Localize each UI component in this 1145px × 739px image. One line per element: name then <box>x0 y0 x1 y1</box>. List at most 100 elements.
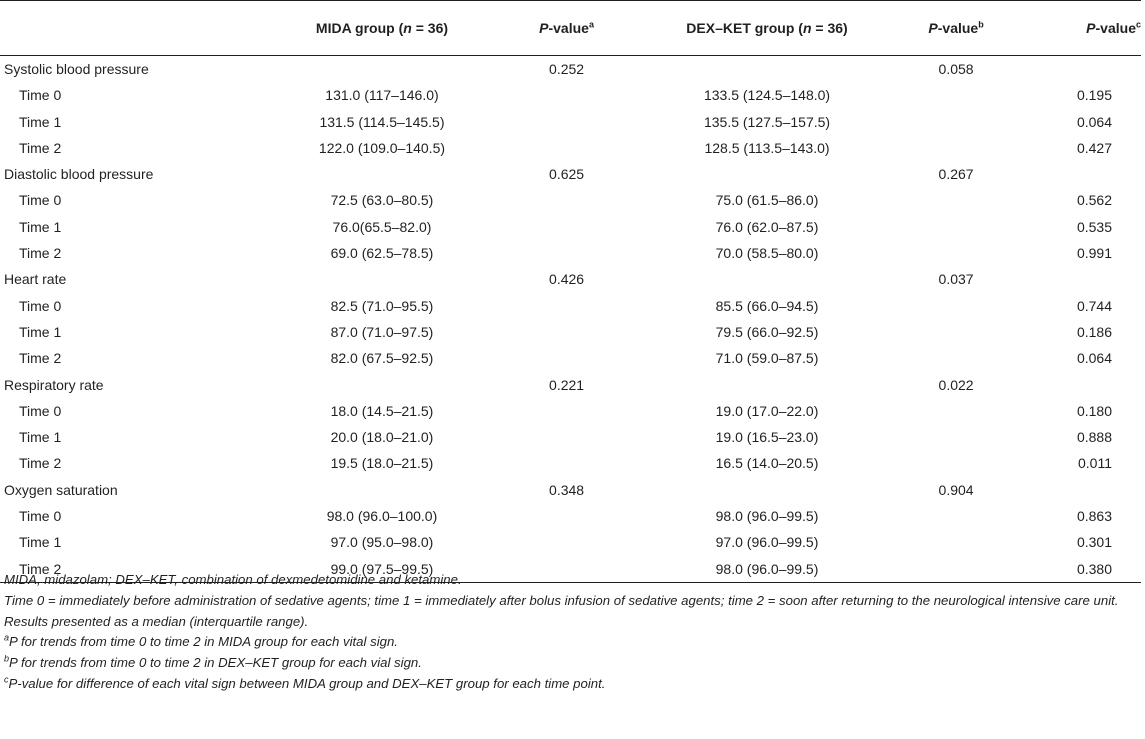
p-trend-dex-ket: 0.037 <box>938 271 974 288</box>
empty-cell <box>264 372 500 398</box>
table-group-row: Diastolic blood pressure 0.625 0.267 <box>0 161 1141 187</box>
mida-value: 18.0 (14.5–21.5) <box>330 402 434 419</box>
empty-cell <box>500 135 633 161</box>
vital-sign-name: Heart rate <box>4 271 67 288</box>
dex-ket-value: 76.0 (62.0–87.5) <box>715 218 819 235</box>
dex-ket-value: 98.0 (96.0–99.5) <box>715 508 819 525</box>
empty-cell <box>264 56 500 83</box>
empty-cell <box>1011 56 1141 83</box>
mida-value: 99.0 (97.5–99.5) <box>263 555 501 583</box>
empty-cell <box>633 266 901 292</box>
p-difference-value: 0.195 <box>1076 87 1112 104</box>
p-trend-dex-ket: 0.058 <box>938 61 974 77</box>
table-row: Time 0 82.5 (71.0–95.5) 85.5 (66.0–94.5) 0.… <box>0 293 1141 319</box>
empty-cell <box>264 266 500 292</box>
empty-cell <box>500 187 633 213</box>
table-row: Time 0 131.0 (117–146.0) 133.5 (124.5–148.… <box>0 82 1141 108</box>
header-empty <box>0 0 264 56</box>
empty-cell <box>901 109 1011 135</box>
table-row: Time 1 20.0 (18.0–21.0) 19.0 (16.5–23.0) 0.… <box>0 424 1141 450</box>
empty-cell <box>500 345 633 371</box>
header-p-value-b: P-valueb <box>901 0 1012 56</box>
empty-cell <box>1011 266 1141 292</box>
p-trend-mida: 0.252 <box>549 61 585 77</box>
vital-sign-name: Respiratory rate <box>4 376 104 393</box>
p-difference-value: 0.186 <box>1076 323 1112 340</box>
empty-cell <box>500 82 633 108</box>
empty-cell <box>1011 477 1141 503</box>
mida-value: 20.0 (18.0–21.0) <box>330 429 434 446</box>
vital-sign-name: Systolic blood pressure <box>4 61 149 77</box>
dex-ket-value: 19.0 (16.5–23.0) <box>715 429 819 446</box>
time-point-label: Time 2 <box>19 139 62 156</box>
time-point-label: Time 1 <box>19 534 62 551</box>
empty-cell <box>264 161 500 187</box>
footnote-a: aP for trends from time 0 to time 2 in M… <box>4 633 398 650</box>
table-header-row: MIDA group (n = 36) P-valuea DEX–KET gro… <box>0 0 1141 56</box>
vital-sign-name: Diastolic blood pressure <box>4 166 154 183</box>
time-point-label: Time 1 <box>19 218 62 235</box>
table-group-row: Respiratory rate 0.221 0.022 <box>0 372 1141 398</box>
dex-ket-value: 19.0 (17.0–22.0) <box>715 402 819 419</box>
p-difference-value: 0.991 <box>1076 245 1112 262</box>
table-row: Time 1 87.0 (71.0–97.5) 79.5 (66.0–92.5) 0.… <box>0 319 1141 345</box>
empty-cell <box>633 477 901 503</box>
empty-cell <box>500 424 633 450</box>
dex-ket-value: 135.5 (127.5–157.5) <box>703 113 831 130</box>
empty-cell <box>901 319 1011 345</box>
p-difference-value: 0.011 <box>1078 455 1112 472</box>
time-point-label: Time 2 <box>0 555 264 583</box>
p-trend-dex-ket: 0.022 <box>938 376 974 393</box>
empty-cell <box>500 555 633 583</box>
table-row: Time 2 69.0 (62.5–78.5) 70.0 (58.5–80.0) 0.… <box>0 240 1141 266</box>
empty-cell <box>901 555 1012 583</box>
time-point-label: Time 0 <box>19 297 62 314</box>
dex-ket-value: 16.5 (14.0–20.5) <box>715 455 819 472</box>
empty-cell <box>633 56 901 83</box>
table-row: Time 0 98.0 (96.0–100.0) 98.0 (96.0–99.5) 0… <box>0 503 1141 529</box>
mida-value: 82.5 (71.0–95.5) <box>330 297 434 314</box>
empty-cell <box>901 345 1011 371</box>
dex-ket-value: 97.0 (96.0–99.5) <box>715 534 819 551</box>
time-point-label: Time 0 <box>19 508 62 525</box>
header-mida-group: MIDA group (n = 36) <box>263 0 501 56</box>
empty-cell <box>1011 161 1141 187</box>
p-difference-value: 0.863 <box>1076 508 1112 525</box>
dex-ket-value: 71.0 (59.0–87.5) <box>715 350 819 367</box>
empty-cell <box>500 529 633 555</box>
empty-cell <box>901 398 1011 424</box>
p-difference-value: 0.180 <box>1076 402 1112 419</box>
mida-value: 131.5 (114.5–145.5) <box>319 113 445 130</box>
table-group-row: Oxygen saturation 0.348 0.904 <box>0 477 1141 503</box>
table-row: Time 1 131.5 (114.5–145.5) 135.5 (127.5–15… <box>0 109 1141 135</box>
time-point-label: Time 1 <box>19 429 62 446</box>
header-p-value-c: P-valuec <box>1011 0 1141 56</box>
time-point-label: Time 2 <box>19 455 62 472</box>
p-trend-mida: 0.625 <box>549 166 585 183</box>
mida-value: 87.0 (71.0–97.5) <box>330 323 434 340</box>
mida-value: 98.0 (96.0–100.0) <box>326 508 438 525</box>
dex-ket-value: 75.0 (61.5–86.0) <box>715 192 819 209</box>
empty-cell <box>901 529 1011 555</box>
empty-cell <box>500 214 633 240</box>
empty-cell <box>500 398 633 424</box>
table-row: Time 2 122.0 (109.0–140.5) 128.5 (113.5–14… <box>0 135 1141 161</box>
dex-ket-value: 98.0 (96.0–99.5) <box>632 555 902 583</box>
header-dex-ket-group: DEX–KET group (n = 36) <box>632 0 902 56</box>
empty-cell <box>901 135 1011 161</box>
dex-ket-value: 70.0 (58.5–80.0) <box>715 245 819 262</box>
dex-ket-value: 85.5 (66.0–94.5) <box>715 297 819 314</box>
empty-cell <box>901 503 1011 529</box>
mida-value: 131.0 (117–146.0) <box>325 87 439 104</box>
p-trend-mida: 0.426 <box>549 271 585 288</box>
footnote-b: bP for trends from time 0 to time 2 in D… <box>4 653 422 671</box>
empty-cell <box>264 477 500 503</box>
p-trend-dex-ket: 0.267 <box>938 166 974 183</box>
dex-ket-value: 133.5 (124.5–148.0) <box>703 87 831 104</box>
p-difference-value: 0.301 <box>1076 534 1112 551</box>
vital-signs-table: MIDA group (n = 36) P-valuea DEX–KET gro… <box>0 0 1141 583</box>
p-trend-dex-ket: 0.904 <box>938 481 974 498</box>
mida-value: 19.5 (18.0–21.5) <box>330 455 434 472</box>
table-row: Time 1 97.0 (95.0–98.0) 97.0 (96.0–99.5) 0.… <box>0 529 1141 555</box>
